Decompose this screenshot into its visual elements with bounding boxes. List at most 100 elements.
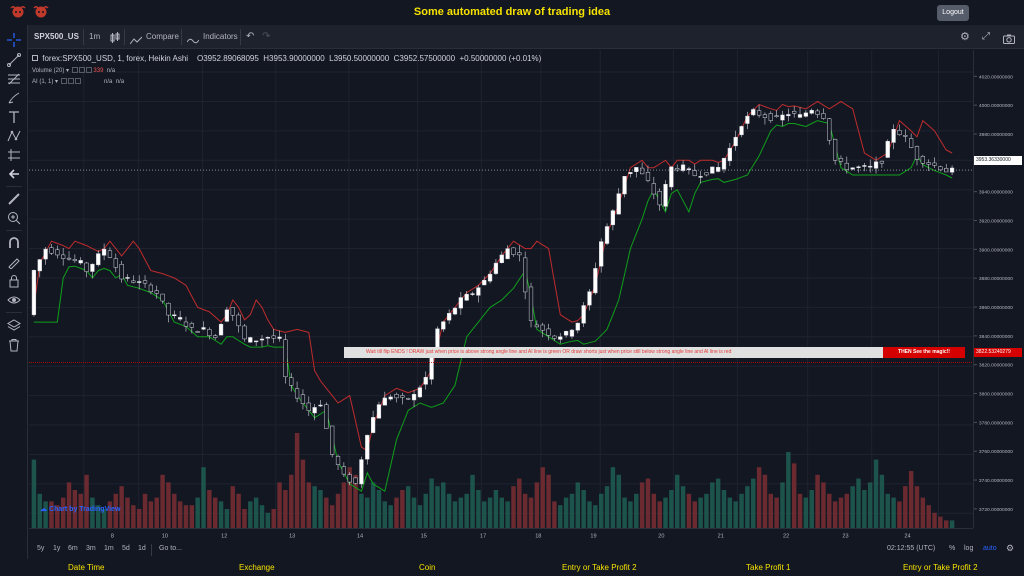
- layers-icon[interactable]: [7, 318, 21, 332]
- chart-type-icon[interactable]: [110, 31, 120, 45]
- close-icon[interactable]: [74, 78, 81, 85]
- eye-icon[interactable]: [7, 293, 21, 307]
- auto-toggle[interactable]: auto: [983, 545, 997, 552]
- volume-bar: [370, 482, 376, 528]
- candle-body: [499, 254, 504, 264]
- dropdown-icon[interactable]: ▾: [66, 68, 70, 74]
- lock-icon[interactable]: [7, 274, 21, 288]
- volume-bar: [914, 486, 920, 528]
- settings-icon[interactable]: [67, 78, 74, 85]
- price-axis[interactable]: 4020.00000000 4000.00000000 3980.00000000 3…: [973, 50, 1024, 528]
- range-5y[interactable]: 5y: [37, 545, 45, 552]
- symbol-search[interactable]: SPX500_US: [34, 32, 79, 41]
- divider: [124, 29, 125, 45]
- fib-retracement-icon[interactable]: [7, 72, 21, 86]
- candle-body: [622, 176, 627, 195]
- time-tick-label: 10: [162, 533, 168, 539]
- fullscreen-icon[interactable]: ⤢: [982, 31, 990, 42]
- undo-icon[interactable]: ↶: [246, 31, 255, 42]
- visibility-icon[interactable]: [71, 67, 78, 74]
- compare-icon[interactable]: [130, 34, 142, 48]
- zoom-in-icon[interactable]: [7, 211, 21, 225]
- logout-button[interactable]: Logout: [937, 5, 969, 21]
- candle-body: [388, 396, 393, 400]
- ruler-icon[interactable]: [7, 192, 21, 206]
- volume-bar: [166, 482, 171, 528]
- volume-bar: [622, 497, 627, 528]
- candle-body: [809, 110, 814, 114]
- volume-bar: [604, 486, 610, 528]
- range-3m[interactable]: 3m: [86, 545, 96, 552]
- goto-button[interactable]: Go to...: [159, 545, 182, 552]
- volume-bar: [388, 505, 393, 528]
- log-toggle[interactable]: log: [964, 545, 974, 552]
- divider: [83, 29, 84, 45]
- close-icon[interactable]: [85, 67, 92, 74]
- range-1d[interactable]: 1d: [138, 545, 146, 552]
- tradingview-watermark[interactable]: ☁ Chart by TradingView: [40, 505, 120, 513]
- chart-canvas[interactable]: [29, 50, 973, 528]
- volume-bar: [131, 505, 136, 528]
- redo-icon[interactable]: ↷: [262, 31, 271, 42]
- candle-body: [885, 141, 890, 158]
- settings-gear-icon[interactable]: ⚙: [960, 31, 970, 43]
- volume-label[interactable]: Volume (20): [32, 68, 65, 74]
- crosshair-icon[interactable]: [7, 33, 21, 47]
- range-6m[interactable]: 6m: [68, 545, 78, 552]
- candle-body: [540, 324, 545, 331]
- volume-bar: [446, 493, 452, 528]
- compare-button[interactable]: Compare: [146, 32, 179, 41]
- price-tick-label: 3860.00000000: [979, 305, 1013, 311]
- legend-close: C3952.57500000: [393, 54, 456, 63]
- candle-body: [61, 254, 66, 259]
- collapse-icon[interactable]: [32, 55, 38, 61]
- settings-icon[interactable]: [78, 67, 85, 74]
- indicators-icon[interactable]: [187, 34, 199, 48]
- range-1m[interactable]: 1m: [104, 545, 114, 552]
- candle-body: [324, 404, 329, 429]
- trash-icon[interactable]: [7, 338, 21, 352]
- candle-body: [330, 425, 335, 455]
- candle-body: [762, 114, 768, 118]
- trend-line-icon[interactable]: [7, 53, 21, 67]
- volume-bar: [90, 497, 95, 528]
- pattern-icon[interactable]: [7, 129, 21, 143]
- interval-selector[interactable]: 1m: [89, 32, 101, 41]
- candle-body: [593, 268, 598, 294]
- range-5d[interactable]: 5d: [122, 545, 130, 552]
- magnet-icon[interactable]: [7, 236, 21, 250]
- candle-body: [37, 259, 42, 272]
- price-tick-label: 3840.00000000: [979, 334, 1013, 340]
- volume-bar: [359, 493, 364, 528]
- volume-bar: [248, 501, 253, 528]
- candle-body: [704, 172, 709, 176]
- ai-label[interactable]: AI (1, 1): [32, 79, 54, 85]
- volume-bar: [482, 501, 487, 528]
- ai-na-1: n/a: [104, 79, 113, 85]
- volume-bar: [751, 478, 756, 528]
- settings-gear-icon[interactable]: ⚙: [1006, 543, 1015, 553]
- volume-bar: [224, 509, 230, 528]
- stay-drawing-icon[interactable]: [7, 255, 21, 269]
- brush-icon[interactable]: [7, 91, 21, 105]
- volume-bar: [774, 497, 779, 528]
- text-tool-icon[interactable]: [7, 110, 21, 124]
- visibility-icon[interactable]: [60, 78, 67, 85]
- camera-icon[interactable]: [1003, 32, 1015, 46]
- prediction-icon[interactable]: [7, 148, 21, 162]
- candle-body: [768, 113, 773, 121]
- candle-body: [335, 456, 341, 465]
- clock[interactable]: 02:12:55 (UTC): [887, 545, 936, 552]
- back-arrow-icon[interactable]: [7, 167, 21, 181]
- candle-body: [201, 327, 206, 330]
- percent-toggle[interactable]: %: [949, 545, 956, 552]
- candle-body: [832, 139, 838, 161]
- dropdown-icon[interactable]: ▾: [55, 79, 59, 85]
- candle-body: [300, 394, 306, 404]
- indicators-button[interactable]: Indicators: [203, 32, 238, 41]
- volume-bar: [429, 478, 434, 528]
- time-axis[interactable]: 81012131415171819202122232426: [29, 528, 973, 542]
- volume-bar: [312, 486, 317, 528]
- range-1y[interactable]: 1y: [53, 545, 61, 552]
- volume-bar: [786, 452, 791, 528]
